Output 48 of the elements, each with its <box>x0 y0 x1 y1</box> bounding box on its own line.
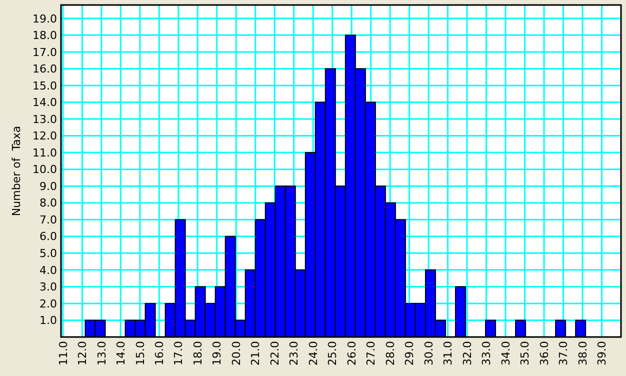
x-tick-label: 33.0 <box>480 341 494 366</box>
x-tick-label: 24.0 <box>306 341 320 366</box>
x-tick-label: 12.0 <box>76 341 90 366</box>
x-tick-label: 35.0 <box>518 341 532 366</box>
y-tick-label: 18.0 <box>32 29 57 42</box>
x-tick-label: 23.0 <box>288 341 301 366</box>
y-tick-label: 7.0 <box>40 213 57 226</box>
y-tick-label: 6.0 <box>40 230 57 244</box>
x-tick-label: 25.0 <box>326 341 340 366</box>
x-tick-label: 29.0 <box>403 341 416 366</box>
x-tick-label: 38.0 <box>576 341 590 366</box>
y-tick-label: 4.0 <box>40 264 57 277</box>
y-tick-label: 1.0 <box>40 314 57 328</box>
x-tick-label: 32.0 <box>460 341 474 366</box>
x-tick-label: 36.0 <box>538 341 551 366</box>
x-tick-label: 15.0 <box>134 341 147 366</box>
y-tick-label: 19.0 <box>32 12 57 26</box>
x-tick-label: 20.0 <box>230 341 243 366</box>
y-tick-label: 11.0 <box>32 146 57 160</box>
y-tick-label: 9.0 <box>40 180 57 193</box>
x-tick-label: 27.0 <box>364 341 378 366</box>
x-tick-label: 22.0 <box>268 341 282 366</box>
y-tick-label: 13.0 <box>32 112 57 126</box>
x-tick-label: 18.0 <box>191 341 204 366</box>
x-tick-label: 37.0 <box>557 341 570 366</box>
x-tick-label: 39.0 <box>596 341 609 366</box>
x-tick-label: 34.0 <box>499 341 512 366</box>
y-tick-label: 17.0 <box>32 46 57 59</box>
y-tick-label: 15.0 <box>32 79 57 92</box>
x-tick-label: 14.0 <box>114 341 128 366</box>
y-tick-label: 12.0 <box>32 130 57 143</box>
y-tick-label: 8.0 <box>40 196 57 210</box>
x-tick-label: 31.0 <box>442 341 455 366</box>
y-tick-label: 2.0 <box>40 297 57 310</box>
x-tick-label: 30.0 <box>422 341 436 366</box>
x-tick-label: 19.0 <box>210 341 224 366</box>
y-tick-label: 5.0 <box>40 247 57 260</box>
y-tick-label: 3.0 <box>40 280 57 294</box>
x-tick-label: 21.0 <box>249 341 262 366</box>
y-axis-title: Number of Taxa <box>10 126 23 216</box>
y-tick-label: 14.0 <box>32 96 57 110</box>
y-tick-label: 16.0 <box>32 62 57 76</box>
x-tick-label: 16.0 <box>152 341 166 366</box>
x-tick-label: 26.0 <box>345 341 358 366</box>
x-tick-label: 13.0 <box>95 341 108 366</box>
x-tick-label: 17.0 <box>172 341 186 366</box>
x-tick-label: 28.0 <box>384 341 397 366</box>
y-tick-label: 10.0 <box>32 163 57 176</box>
